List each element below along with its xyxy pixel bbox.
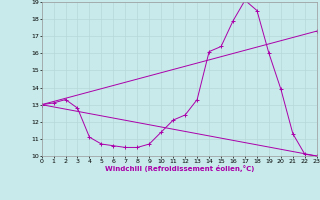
X-axis label: Windchill (Refroidissement éolien,°C): Windchill (Refroidissement éolien,°C) [105, 165, 254, 172]
